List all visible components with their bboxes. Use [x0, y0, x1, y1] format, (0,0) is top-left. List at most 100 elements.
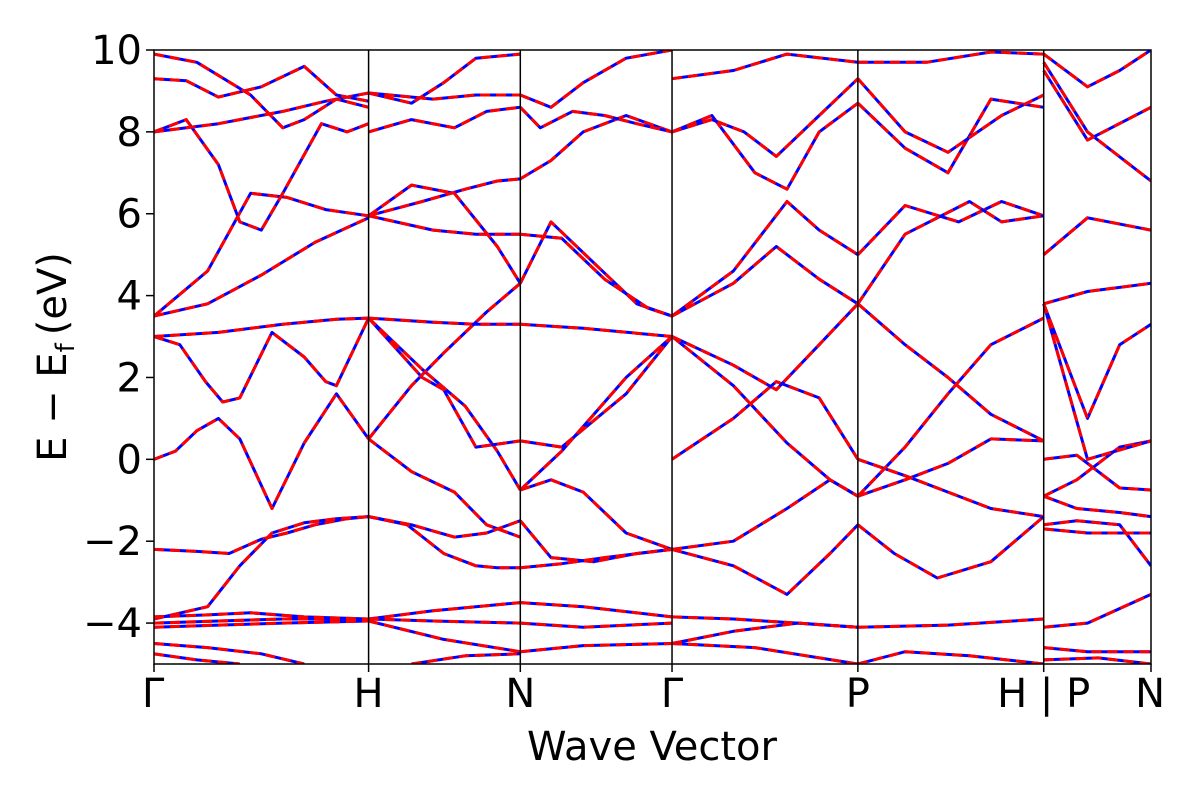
x-axis-label: Wave Vector [527, 724, 778, 770]
band-line-blue-17 [368, 515, 521, 570]
band-line-blue-33 [519, 478, 673, 551]
band-line-red-28 [368, 91, 521, 101]
band-line-red-16 [367, 437, 521, 539]
band-line-red-69 [857, 50, 1044, 64]
band-line-red-51 [671, 302, 859, 392]
band-line-red-74 [1043, 494, 1151, 519]
band-line-red-20 [367, 317, 521, 449]
band-line-red-78 [1042, 303, 1151, 420]
band-line-blue-14 [154, 64, 369, 103]
band-line-red-75 [1043, 519, 1151, 567]
band-line-red-12 [154, 118, 370, 232]
band-line-blue-52 [671, 200, 859, 318]
y-axis-label: E − Ef (eV) [30, 252, 81, 462]
band-line-red-35 [520, 547, 673, 570]
band-line-blue-77 [1042, 303, 1151, 461]
y-tick-label: 8 [117, 110, 142, 156]
band-line-red-9 [154, 652, 240, 664]
band-line-red-17 [368, 515, 521, 570]
band-line-blue-58 [671, 621, 859, 645]
y-tick-label: −2 [83, 519, 142, 565]
band-line-red-6 [154, 617, 369, 625]
band-line-blue-59 [671, 642, 859, 664]
band-line-red-47 [671, 478, 859, 551]
band-line-red-62 [856, 515, 1045, 580]
plot-frame [153, 49, 1152, 665]
band-line-red-23 [368, 214, 521, 236]
band-line-red-50 [671, 335, 859, 498]
band-line-red-83 [1042, 50, 1151, 89]
band-line-red-48 [671, 523, 859, 596]
band-line-blue-12 [154, 118, 370, 232]
band-line-red-0 [154, 392, 370, 510]
band-line-red-85 [1043, 646, 1151, 654]
band-line-red-25 [368, 177, 521, 218]
band-line-red-2 [154, 316, 369, 338]
band-line-red-79 [1043, 281, 1151, 306]
band-line-red-27 [368, 52, 521, 105]
band-line-blue-74 [1043, 494, 1151, 519]
band-line-red-40 [520, 232, 673, 318]
band-line-red-84 [1043, 593, 1151, 629]
band-line-blue-3 [154, 515, 369, 555]
band-line-blue-84 [1043, 593, 1151, 629]
y-axis-label-subscript: f [51, 342, 81, 352]
band-line-blue-66 [856, 200, 1044, 305]
band-line-blue-68 [856, 77, 1045, 154]
band-line-blue-81 [1042, 61, 1151, 183]
band-line-red-71 [857, 650, 1044, 664]
x-tick-label: Γ [142, 671, 165, 717]
x-axis-ticks: Γ H N Γ P H | P N [142, 664, 1165, 717]
band-line-red-19 [367, 317, 522, 491]
band-line-blue-80 [1042, 216, 1151, 256]
band-line-red-10 [154, 216, 370, 318]
kpoint-divider-lines [367, 50, 1045, 664]
band-line-red-68 [856, 77, 1045, 154]
band-line-red-8 [154, 642, 305, 664]
band-line-red-77 [1042, 303, 1151, 461]
y-tick-label: 10 [91, 28, 142, 74]
band-line-blue-10 [154, 216, 370, 318]
band-line-red-1 [154, 317, 370, 404]
band-line-red-46 [520, 642, 673, 654]
band-line-red-7 [154, 619, 369, 629]
y-tick-label: −4 [83, 601, 142, 647]
band-line-blue-4 [154, 515, 369, 621]
x-tick-label: H [354, 671, 384, 717]
x-tick-label: N [1135, 671, 1165, 717]
x-tick-label: P [846, 671, 870, 717]
band-line-blue-36 [520, 335, 674, 449]
band-line-blue-23 [368, 214, 521, 236]
band-line-red-18 [368, 515, 521, 539]
band-line-blue-53 [671, 245, 859, 318]
band-line-red-29 [368, 601, 521, 621]
band-line-blue-69 [857, 50, 1044, 64]
band-line-red-63 [856, 302, 1045, 443]
band-line-red-26 [368, 105, 521, 134]
band-line-blue-63 [856, 302, 1045, 443]
band-line-red-33 [519, 478, 673, 551]
band-line-blue-20 [367, 317, 521, 449]
band-line-red-59 [671, 642, 859, 664]
x-tick-label: N [505, 671, 535, 717]
band-line-red-42 [519, 106, 673, 134]
band-line-red-11 [154, 191, 369, 318]
band-line-red-67 [856, 97, 1044, 175]
x-tick-label: H | P [997, 671, 1090, 717]
band-line-red-45 [520, 621, 673, 629]
band-line-red-81 [1042, 61, 1151, 183]
band-line-red-30 [368, 617, 521, 625]
band-line-red-72 [1043, 453, 1151, 492]
band-line-blue-1 [154, 317, 370, 404]
band-line-blue-40 [520, 232, 673, 318]
band-line-red-22 [367, 282, 522, 440]
band-line-red-15 [154, 52, 369, 130]
y-axis-label-main: E − E [30, 352, 76, 462]
band-line-red-66 [856, 200, 1044, 305]
band-line-red-64 [856, 316, 1045, 498]
band-line-red-54 [671, 101, 859, 191]
y-tick-label: 2 [117, 355, 142, 401]
band-line-red-4 [154, 515, 369, 621]
band-line-red-43 [519, 50, 673, 109]
